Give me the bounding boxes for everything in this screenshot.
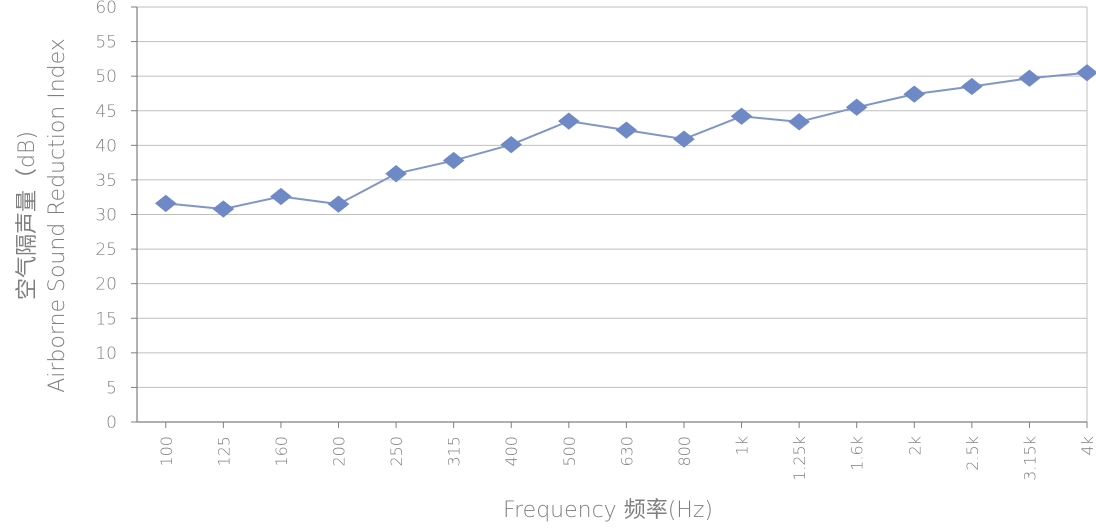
- x-tick-label: 2k: [905, 436, 924, 455]
- x-tick-label: 125: [214, 436, 233, 467]
- data-point-marker: [845, 98, 868, 116]
- x-tick-label: 160: [272, 436, 291, 467]
- data-point-marker: [673, 130, 695, 148]
- y-tick-label: 45: [95, 102, 117, 122]
- y-tick-label: 30: [95, 206, 117, 226]
- data-point-marker: [327, 195, 350, 213]
- data-point-marker: [788, 113, 810, 131]
- x-tick-labels: 100 125 160 200 250 315 400 500 630 800 1k 1.25k 1.6…: [157, 436, 1096, 481]
- x-tick-label: 1.25k: [790, 436, 809, 481]
- series-group: [154, 64, 1096, 218]
- x-tick-label: 1k: [733, 436, 752, 455]
- x-tick-label: 3.15k: [1020, 436, 1039, 481]
- x-tick-label: 630: [617, 436, 636, 467]
- data-point-marker: [730, 107, 753, 125]
- x-tick-label: 315: [445, 436, 464, 467]
- data-point-marker: [385, 165, 407, 183]
- axis-group: [131, 6, 1088, 428]
- data-point-marker: [442, 151, 465, 170]
- data-point-marker: [961, 77, 983, 96]
- data-point-marker: [154, 194, 177, 213]
- y-tick-label: 0: [106, 413, 117, 433]
- y-tick-label: 60: [95, 0, 117, 18]
- data-point-marker: [615, 121, 638, 139]
- y-axis-title-english: Airborne Sound Reduction Index: [45, 38, 70, 393]
- series-line: [164, 71, 1088, 210]
- y-tick-label: 20: [95, 275, 117, 295]
- x-tick-label: 800: [675, 436, 694, 467]
- x-tick-label: 400: [502, 436, 521, 467]
- data-point-marker: [1018, 69, 1041, 87]
- y-tick-labels: 0 5 10 15 20 25 30 35 40 45 50 55 60: [95, 0, 117, 433]
- data-point-marker: [270, 187, 292, 206]
- x-tick-label: 500: [560, 436, 579, 467]
- y-tick-label: 25: [95, 240, 117, 260]
- y-tick-label: 50: [95, 67, 117, 87]
- data-point-marker: [558, 112, 580, 130]
- data-point-marker: [1076, 64, 1096, 82]
- y-tick-label: 55: [95, 33, 117, 53]
- x-tick-label: 1.6k: [848, 436, 867, 471]
- y-tick-label: 15: [95, 309, 117, 329]
- y-tick-label: 10: [95, 344, 117, 364]
- x-tick-label: 100: [157, 436, 176, 467]
- data-point-marker: [500, 136, 523, 154]
- data-point-marker: [212, 200, 235, 218]
- y-tick-label: 35: [95, 171, 117, 191]
- x-tick-label: 250: [387, 436, 406, 467]
- data-point-marker: [903, 85, 926, 103]
- x-tick-label: 2.5k: [963, 436, 982, 471]
- x-tick-label: 200: [330, 436, 349, 467]
- y-tick-label: 5: [106, 378, 117, 398]
- x-axis-title: Frequency 频率(Hz): [503, 498, 713, 523]
- y-axis-title-chinese: 空气隔声量（dB): [15, 131, 40, 300]
- y-tick-label: 40: [95, 136, 117, 156]
- x-tick-label: 4k: [1078, 436, 1096, 455]
- title-group: 空气隔声量（dB) Airborne Sound Reduction Index…: [15, 38, 713, 523]
